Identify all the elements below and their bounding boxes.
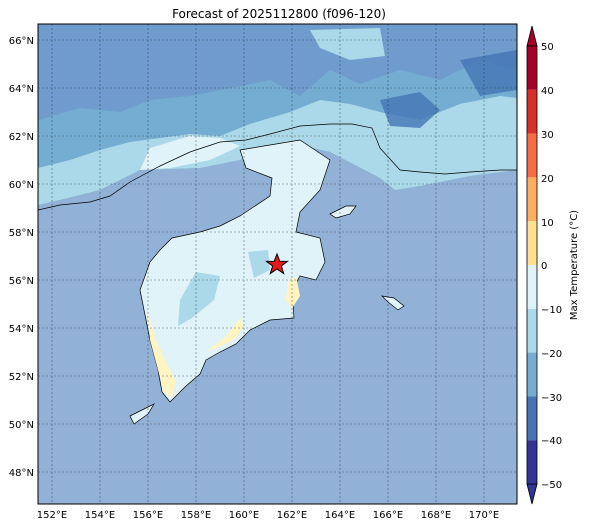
lon-tick-label: 170°E <box>469 510 499 521</box>
colorbar-extend-top <box>526 25 538 47</box>
coastline-north <box>38 123 517 211</box>
colorbar-frame <box>526 45 538 485</box>
colorbar-tick-label: 50 <box>541 42 554 53</box>
island-bering <box>380 295 405 311</box>
colorbar-segment <box>527 221 537 265</box>
kamchatka-interior-cool <box>178 272 220 326</box>
lon-tick-labels: 152°E 154°E 156°E 158°E 160°E 162°E 164°… <box>37 510 499 521</box>
colorbar: 50 40 30 20 10 0 −10 −20 −30 −40 −50 Max… <box>526 25 580 505</box>
colorbar-segment <box>527 440 537 484</box>
lon-tick-label: 166°E <box>373 510 403 521</box>
temp-field-north-warm <box>140 136 240 170</box>
temp-field-north-patch-1 <box>380 92 440 128</box>
colorbar-extend-bottom <box>526 483 538 505</box>
lon-tick-label: 156°E <box>133 510 163 521</box>
colorbar-tick-label: 0 <box>541 261 547 272</box>
lat-tick-label: 50°N <box>9 420 34 431</box>
lon-tick-label: 152°E <box>37 510 67 521</box>
lon-tick-label: 154°E <box>85 510 115 521</box>
location-star-marker <box>265 252 289 275</box>
colorbar-segment <box>527 265 537 309</box>
kamchatka-land <box>139 139 331 403</box>
lat-tick-label: 64°N <box>9 84 34 95</box>
colorbar-tick-label: 40 <box>541 86 554 97</box>
lat-tick-label: 48°N <box>9 468 34 479</box>
graticule <box>38 24 517 504</box>
lon-tick-label: 162°E <box>277 510 307 521</box>
map-panel <box>38 24 517 504</box>
colorbar-segment <box>527 177 537 222</box>
colorbar-tick-label: 10 <box>541 218 554 229</box>
temp-field-north-patch-2 <box>460 50 517 96</box>
colorbar-tick-label: −10 <box>541 305 562 316</box>
lat-tick-label: 60°N <box>9 180 34 191</box>
lon-tick-label: 158°E <box>181 510 211 521</box>
lat-tick-label: 54°N <box>9 324 34 335</box>
lon-tick-label: 160°E <box>229 510 259 521</box>
colorbar-tick-label: −30 <box>541 393 562 404</box>
colorbar-segment <box>527 89 537 134</box>
colorbar-segment <box>527 396 537 441</box>
colorbar-tick-label: −20 <box>541 349 562 360</box>
lon-tick-label: 164°E <box>325 510 355 521</box>
lon-tick-label: 168°E <box>421 510 451 521</box>
lat-tick-label: 66°N <box>9 36 34 47</box>
lat-tick-label: 58°N <box>9 228 34 239</box>
figure-title: Forecast of 2025112800 (f096-120) <box>172 7 386 21</box>
colorbar-segment <box>527 308 537 353</box>
lat-tick-label: 62°N <box>9 132 34 143</box>
temp-field-north-patch-3 <box>310 28 385 60</box>
colorbar-tick-label: −40 <box>541 436 562 447</box>
lat-tick-labels: 66°N 64°N 62°N 60°N 58°N 56°N 54°N 52°N … <box>9 36 34 479</box>
colorbar-label: Max Temperature (°C) <box>569 210 580 320</box>
lat-tick-label: 56°N <box>9 276 34 287</box>
colorbar-segment <box>527 46 537 90</box>
island-karaginsky <box>329 205 357 219</box>
colorbar-tick-label: 30 <box>541 130 554 141</box>
kamchatka-interior-cool-2 <box>248 250 270 278</box>
colorbar-segment <box>527 352 537 397</box>
lat-tick-label: 52°N <box>9 372 34 383</box>
colorbar-segment <box>527 133 537 178</box>
kamchatka-coast-warm <box>148 276 300 398</box>
colorbar-tick-label: 20 <box>541 174 554 185</box>
map-frame <box>37 23 518 505</box>
colorbar-tick-label: −50 <box>541 480 562 491</box>
